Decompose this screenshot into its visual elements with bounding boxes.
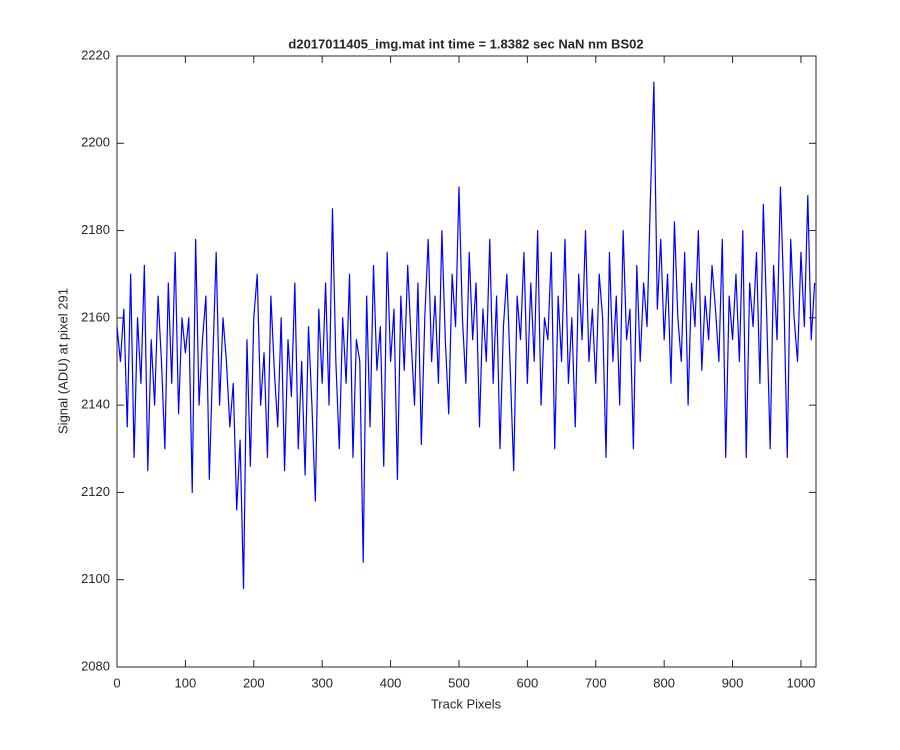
y-tick-label: 2200 bbox=[81, 135, 110, 150]
chart-title: d2017011405_img.mat int time = 1.8382 se… bbox=[288, 36, 643, 51]
y-tick-label: 2100 bbox=[81, 571, 110, 586]
x-axis-label: Track Pixels bbox=[431, 696, 502, 711]
data-line bbox=[116, 81, 816, 590]
x-tick-label: 300 bbox=[311, 675, 333, 690]
x-tick-label: 0 bbox=[113, 675, 120, 690]
y-tick-label: 2080 bbox=[81, 658, 110, 673]
y-tick-label: 2160 bbox=[81, 309, 110, 324]
y-tick-label: 2220 bbox=[81, 47, 110, 62]
y-tick-label: 2120 bbox=[81, 484, 110, 499]
x-tick-label: 700 bbox=[585, 675, 607, 690]
x-tick-label: 1000 bbox=[786, 675, 815, 690]
x-tick-label: 100 bbox=[175, 675, 197, 690]
x-tick-label: 800 bbox=[653, 675, 675, 690]
x-tick-label: 600 bbox=[517, 675, 539, 690]
y-tick-label: 2180 bbox=[81, 222, 110, 237]
y-axis-label: Signal (ADU) at pixel 291 bbox=[55, 288, 70, 434]
x-tick-label: 400 bbox=[380, 675, 402, 690]
x-tick-label: 200 bbox=[243, 675, 265, 690]
x-tick-label: 900 bbox=[722, 675, 744, 690]
y-tick-label: 2140 bbox=[81, 397, 110, 412]
x-tick-label: 500 bbox=[448, 675, 470, 690]
